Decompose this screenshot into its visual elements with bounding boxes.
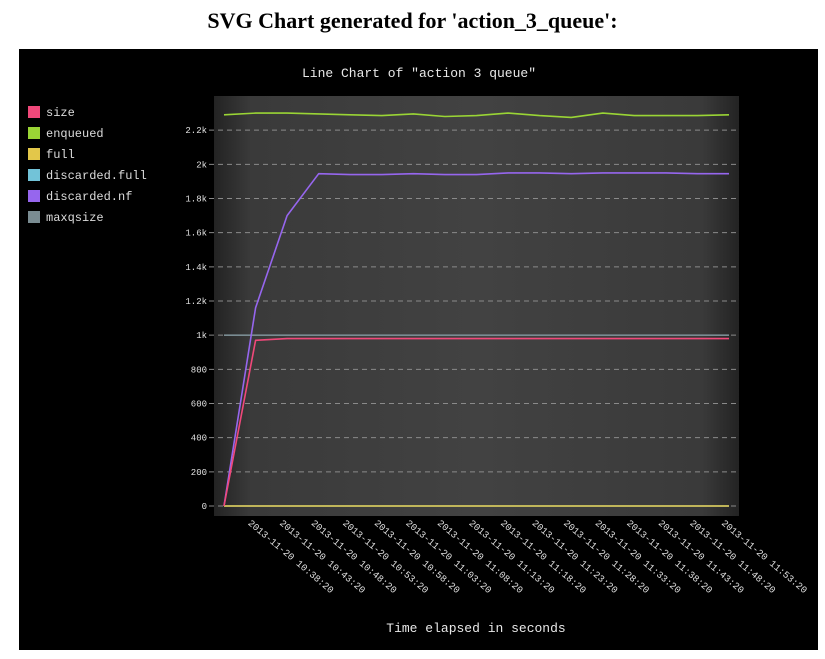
legend-label: size	[46, 106, 75, 120]
y-tick-label: 800	[191, 365, 207, 375]
legend-swatch	[28, 190, 40, 202]
legend-swatch	[28, 211, 40, 223]
y-tick-label: 2.2k	[185, 126, 207, 136]
series-layer	[223, 112, 730, 507]
plot-area	[214, 96, 739, 516]
y-tick-label: 1.8k	[185, 195, 207, 205]
legend-label: discarded.nf	[46, 190, 132, 204]
series-line-enqueued	[223, 112, 730, 119]
legend-swatch	[28, 169, 40, 181]
legend-label: enqueued	[46, 127, 104, 141]
y-tick-label: 1.6k	[185, 229, 207, 239]
y-tick-label: 600	[191, 400, 207, 410]
y-axis-tick-labels: 0 200 400 600 800 1k 1.2k 1.4k 1.6k 1.8k 2k 2.2k	[185, 126, 207, 512]
chart-container: Line Chart of "action 3 queue" 0 200 400 60…	[19, 49, 818, 650]
line-chart: Line Chart of "action 3 queue" 0 200 400 60…	[19, 49, 818, 650]
legend-label: maxqsize	[46, 211, 104, 225]
y-tick-label: 1.2k	[185, 297, 207, 307]
chart-title: Line Chart of "action 3 queue"	[302, 66, 536, 81]
series-line-discarded-nf	[223, 172, 729, 507]
y-tick-label: 1.4k	[185, 263, 207, 273]
y-tick-label: 200	[191, 468, 207, 478]
legend-swatch	[28, 148, 40, 160]
y-tick-label: 0	[202, 502, 207, 512]
y-tick-label: 400	[191, 434, 207, 444]
x-axis-label: Time elapsed in seconds	[386, 621, 565, 636]
series-line-size	[223, 337, 729, 507]
y-tick-label: 1k	[196, 331, 207, 341]
legend-label: full	[46, 148, 75, 162]
legend-swatch	[28, 127, 40, 139]
y-tick-label: 2k	[196, 160, 207, 170]
legend-swatch	[28, 106, 40, 118]
page-title: SVG Chart generated for 'action_3_queue'…	[207, 8, 618, 33]
legend: size enqueued full discarded.full discarded.…	[28, 106, 147, 225]
legend-label: discarded.full	[46, 169, 147, 183]
